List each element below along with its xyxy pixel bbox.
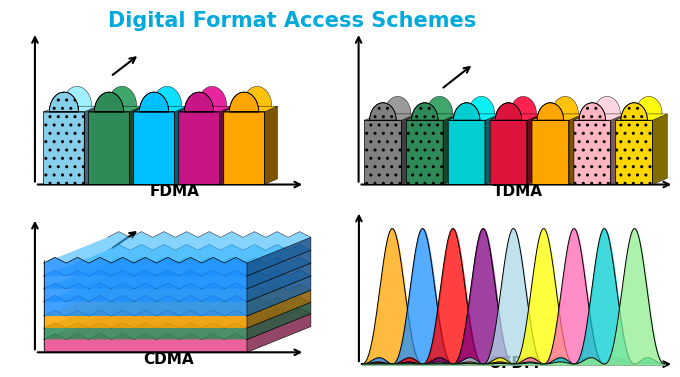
Polygon shape [44, 283, 247, 302]
Polygon shape [401, 114, 416, 184]
Polygon shape [411, 97, 453, 120]
Polygon shape [247, 314, 311, 352]
Text: TDMA: TDMA [493, 184, 543, 199]
Polygon shape [615, 103, 653, 184]
Polygon shape [364, 114, 416, 120]
Polygon shape [454, 97, 494, 120]
Polygon shape [247, 276, 311, 316]
Polygon shape [174, 106, 188, 184]
Polygon shape [129, 106, 142, 184]
Polygon shape [84, 106, 97, 184]
Polygon shape [621, 97, 662, 120]
Polygon shape [139, 86, 182, 112]
Polygon shape [532, 114, 583, 120]
Polygon shape [44, 92, 84, 184]
Polygon shape [44, 257, 247, 276]
Polygon shape [615, 114, 667, 120]
Polygon shape [448, 103, 485, 184]
Polygon shape [537, 97, 579, 120]
Polygon shape [44, 106, 97, 112]
Polygon shape [448, 114, 500, 120]
Polygon shape [179, 92, 220, 184]
Polygon shape [44, 270, 311, 302]
Polygon shape [485, 114, 500, 184]
Polygon shape [44, 231, 311, 263]
Polygon shape [44, 308, 311, 339]
Polygon shape [88, 92, 129, 184]
Text: FDMA: FDMA [150, 184, 199, 199]
Polygon shape [134, 92, 174, 184]
Polygon shape [370, 97, 411, 120]
Polygon shape [44, 323, 247, 339]
Polygon shape [44, 310, 247, 328]
Polygon shape [495, 97, 537, 120]
Polygon shape [364, 103, 401, 184]
Polygon shape [44, 334, 247, 352]
Polygon shape [532, 103, 569, 184]
Polygon shape [50, 86, 92, 112]
Polygon shape [179, 106, 233, 112]
Polygon shape [224, 92, 265, 184]
Polygon shape [44, 297, 311, 328]
Polygon shape [44, 296, 247, 316]
Polygon shape [574, 114, 626, 120]
Polygon shape [569, 114, 583, 184]
Polygon shape [265, 106, 277, 184]
Polygon shape [407, 103, 443, 184]
Polygon shape [443, 114, 458, 184]
Polygon shape [247, 302, 311, 339]
Text: OFDM: OFDM [488, 356, 539, 371]
Polygon shape [579, 97, 620, 120]
Polygon shape [611, 114, 626, 184]
Polygon shape [220, 106, 233, 184]
Polygon shape [44, 257, 311, 289]
Polygon shape [247, 290, 311, 328]
Polygon shape [490, 103, 527, 184]
Polygon shape [224, 106, 277, 112]
Polygon shape [247, 250, 311, 289]
Polygon shape [407, 114, 458, 120]
Polygon shape [527, 114, 542, 184]
Polygon shape [44, 270, 247, 289]
Text: Digital Format Access Schemes: Digital Format Access Schemes [108, 11, 477, 31]
Polygon shape [574, 103, 611, 184]
Polygon shape [44, 244, 311, 276]
Polygon shape [653, 114, 667, 184]
Polygon shape [88, 106, 142, 112]
Polygon shape [247, 238, 311, 276]
Polygon shape [229, 86, 272, 112]
Polygon shape [95, 86, 137, 112]
Polygon shape [247, 263, 311, 302]
Polygon shape [134, 106, 188, 112]
Polygon shape [184, 86, 226, 112]
Polygon shape [490, 114, 542, 120]
Polygon shape [44, 285, 311, 316]
Text: CDMA: CDMA [143, 352, 194, 367]
